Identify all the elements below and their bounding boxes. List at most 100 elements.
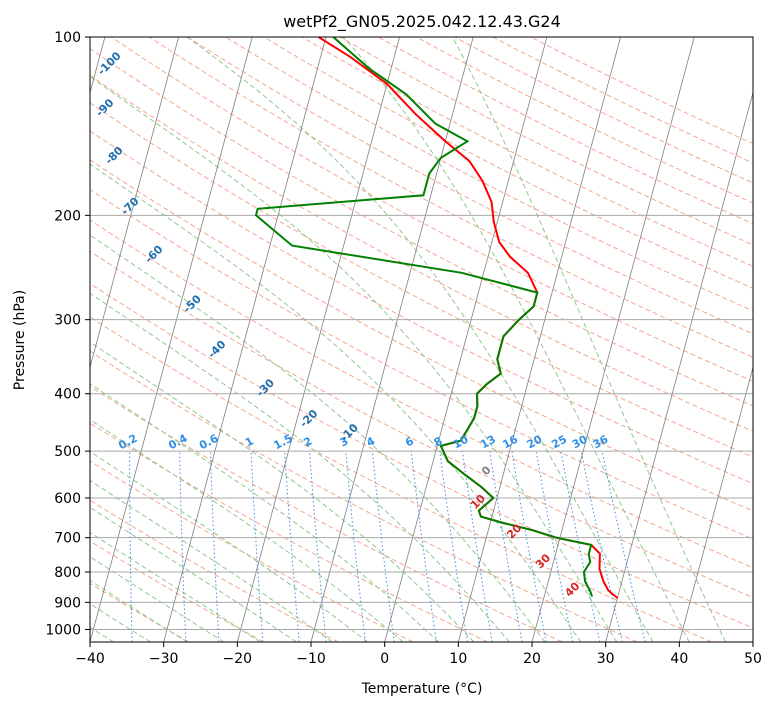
dry-adiabat-label: -50: [181, 292, 204, 315]
mixing-ratio-line: [82, 451, 83, 642]
temperature-profile: [317, 37, 619, 599]
x-tick-label: −30: [149, 651, 179, 667]
chart-title: wetPf2_GN05.2025.042.12.43.G24: [283, 12, 561, 32]
profile-lines: [254, 37, 619, 599]
mixing-ratio-line: [461, 451, 493, 642]
dry-adiabat-line: [90, 540, 264, 642]
y-tick-label: 1000: [45, 622, 81, 638]
line-labels: 0.2 0.4 0.6 1 1.5 2 3 4 6 8 10 13 16 20 25 30 36-100-90-…: [93, 49, 610, 600]
mixing-ratio-line: [345, 451, 366, 642]
mixing-ratio-label: 16: [500, 433, 520, 452]
dry-adiabat-line: [416, 37, 753, 204]
moist-adiabat-line: [90, 479, 333, 642]
mixing-ratio-label: 4: [364, 434, 377, 449]
y-tick-label: 300: [54, 313, 81, 329]
x-tick-label: 50: [744, 651, 762, 667]
dry-adiabat-line: [339, 37, 753, 246]
x-tick-label: 10: [449, 651, 467, 667]
mixing-ratio-label: 0.2: [116, 432, 139, 453]
mixing-ratio-line: [560, 451, 601, 642]
x-tick-label: −20: [223, 651, 253, 667]
moist-adiabat-line: [452, 37, 727, 642]
x-tick-label: 0: [380, 651, 389, 667]
moist-adiabat-line: [186, 37, 654, 642]
mixing-ratio-label: 0.6: [197, 432, 221, 453]
dry-adiabat-line: [90, 219, 753, 569]
x-axis-label: Temperature (°C): [361, 681, 483, 697]
mixing-ratio-line: [511, 451, 547, 642]
dry-adiabat-line: [187, 37, 753, 335]
isotherm-line: [384, 37, 548, 642]
isotherm-line: [163, 37, 327, 642]
moist-adiabat-line: [90, 450, 369, 642]
dry-adiabat-line: [90, 385, 563, 642]
dry-adiabat-line: [90, 582, 190, 642]
mixing-ratio-line: [129, 451, 133, 642]
dry-adiabat-line: [90, 159, 753, 512]
mixing-ratio-label: 1: [243, 434, 256, 449]
mixing-ratio-label: 0.4: [166, 432, 190, 453]
dry-adiabat-line: [90, 74, 753, 432]
isotherm-line: [90, 37, 179, 369]
moist-adiabat-line: [90, 556, 225, 642]
moist-adiabat-line: [90, 531, 261, 642]
dewpoint-profile: [254, 37, 594, 597]
y-tick-label: 200: [54, 208, 81, 224]
mixing-ratio-label: 6: [403, 434, 416, 449]
y-tick-label: 900: [54, 595, 81, 611]
moist-adiabat-label: 10: [468, 492, 488, 512]
mixing-ratio-label: 36: [591, 433, 611, 452]
moist-adiabat-line: [90, 163, 582, 642]
dry-adiabat-label: -30: [254, 376, 277, 399]
dry-adiabat-label: -100: [95, 49, 124, 78]
y-tick-label: 600: [54, 491, 81, 507]
moist-adiabat-line: [90, 383, 439, 642]
mixing-ratio-label: 10: [451, 433, 471, 452]
mixing-ratio-line: [309, 451, 327, 642]
y-tick-label: 700: [54, 531, 81, 547]
dry-adiabat-line: [90, 250, 753, 599]
mixing-ratio-label: 20: [525, 433, 545, 452]
dry-adiabat-line: [90, 350, 638, 642]
isotherm-line: [457, 37, 621, 642]
dry-adiabat-line: [263, 37, 753, 289]
moist-adiabat-line: [90, 75, 618, 642]
background-lines: [82, 37, 753, 642]
moist-adiabat-line: [90, 419, 404, 642]
x-tick-label: 30: [597, 651, 615, 667]
mixing-ratio-label: 25: [549, 433, 569, 452]
y-tick-label: 100: [54, 30, 81, 46]
moist-adiabat-label: 30: [533, 551, 553, 571]
dry-adiabat-label: -60: [142, 242, 165, 265]
mixing-ratio-line: [439, 451, 468, 642]
isotherm-line: [531, 37, 695, 642]
mixing-ratio-label: 13: [478, 433, 498, 452]
isotherm-line: [752, 640, 753, 642]
dry-adiabat-line: [90, 48, 753, 407]
dry-adiabat-line: [377, 37, 753, 225]
mixing-ratio-line: [580, 451, 623, 642]
y-tick-label: 500: [54, 444, 81, 460]
dry-adiabat-line: [90, 422, 488, 642]
dry-adiabat-label: -90: [93, 96, 116, 119]
moist-adiabat-line: [90, 292, 510, 642]
dry-adiabat-line: [90, 460, 414, 642]
moist-adiabat-line: [342, 37, 690, 642]
moist-adiabat-label: 0: [479, 463, 494, 478]
x-axis: −40 −30 −20 −10 0 10 20 30 40 50: [75, 642, 762, 667]
y-tick-label: 800: [54, 565, 81, 581]
mixing-ratio-line: [535, 451, 574, 642]
y-axis-label: Pressure (hPa): [12, 290, 28, 390]
x-tick-label: −10: [296, 651, 326, 667]
x-tick-label: 40: [670, 651, 688, 667]
y-tick-label: 400: [54, 387, 81, 403]
moist-adiabat-line: [90, 341, 475, 642]
x-tick-label: −40: [75, 651, 105, 667]
dry-adiabat-line: [90, 188, 753, 540]
isotherm-line: [236, 37, 400, 642]
moist-adiabat-line: [90, 506, 297, 642]
mixing-ratio-label: 1.5: [271, 432, 294, 453]
mixing-ratio-label: 30: [570, 433, 590, 452]
dry-adiabat-line: [90, 102, 753, 458]
